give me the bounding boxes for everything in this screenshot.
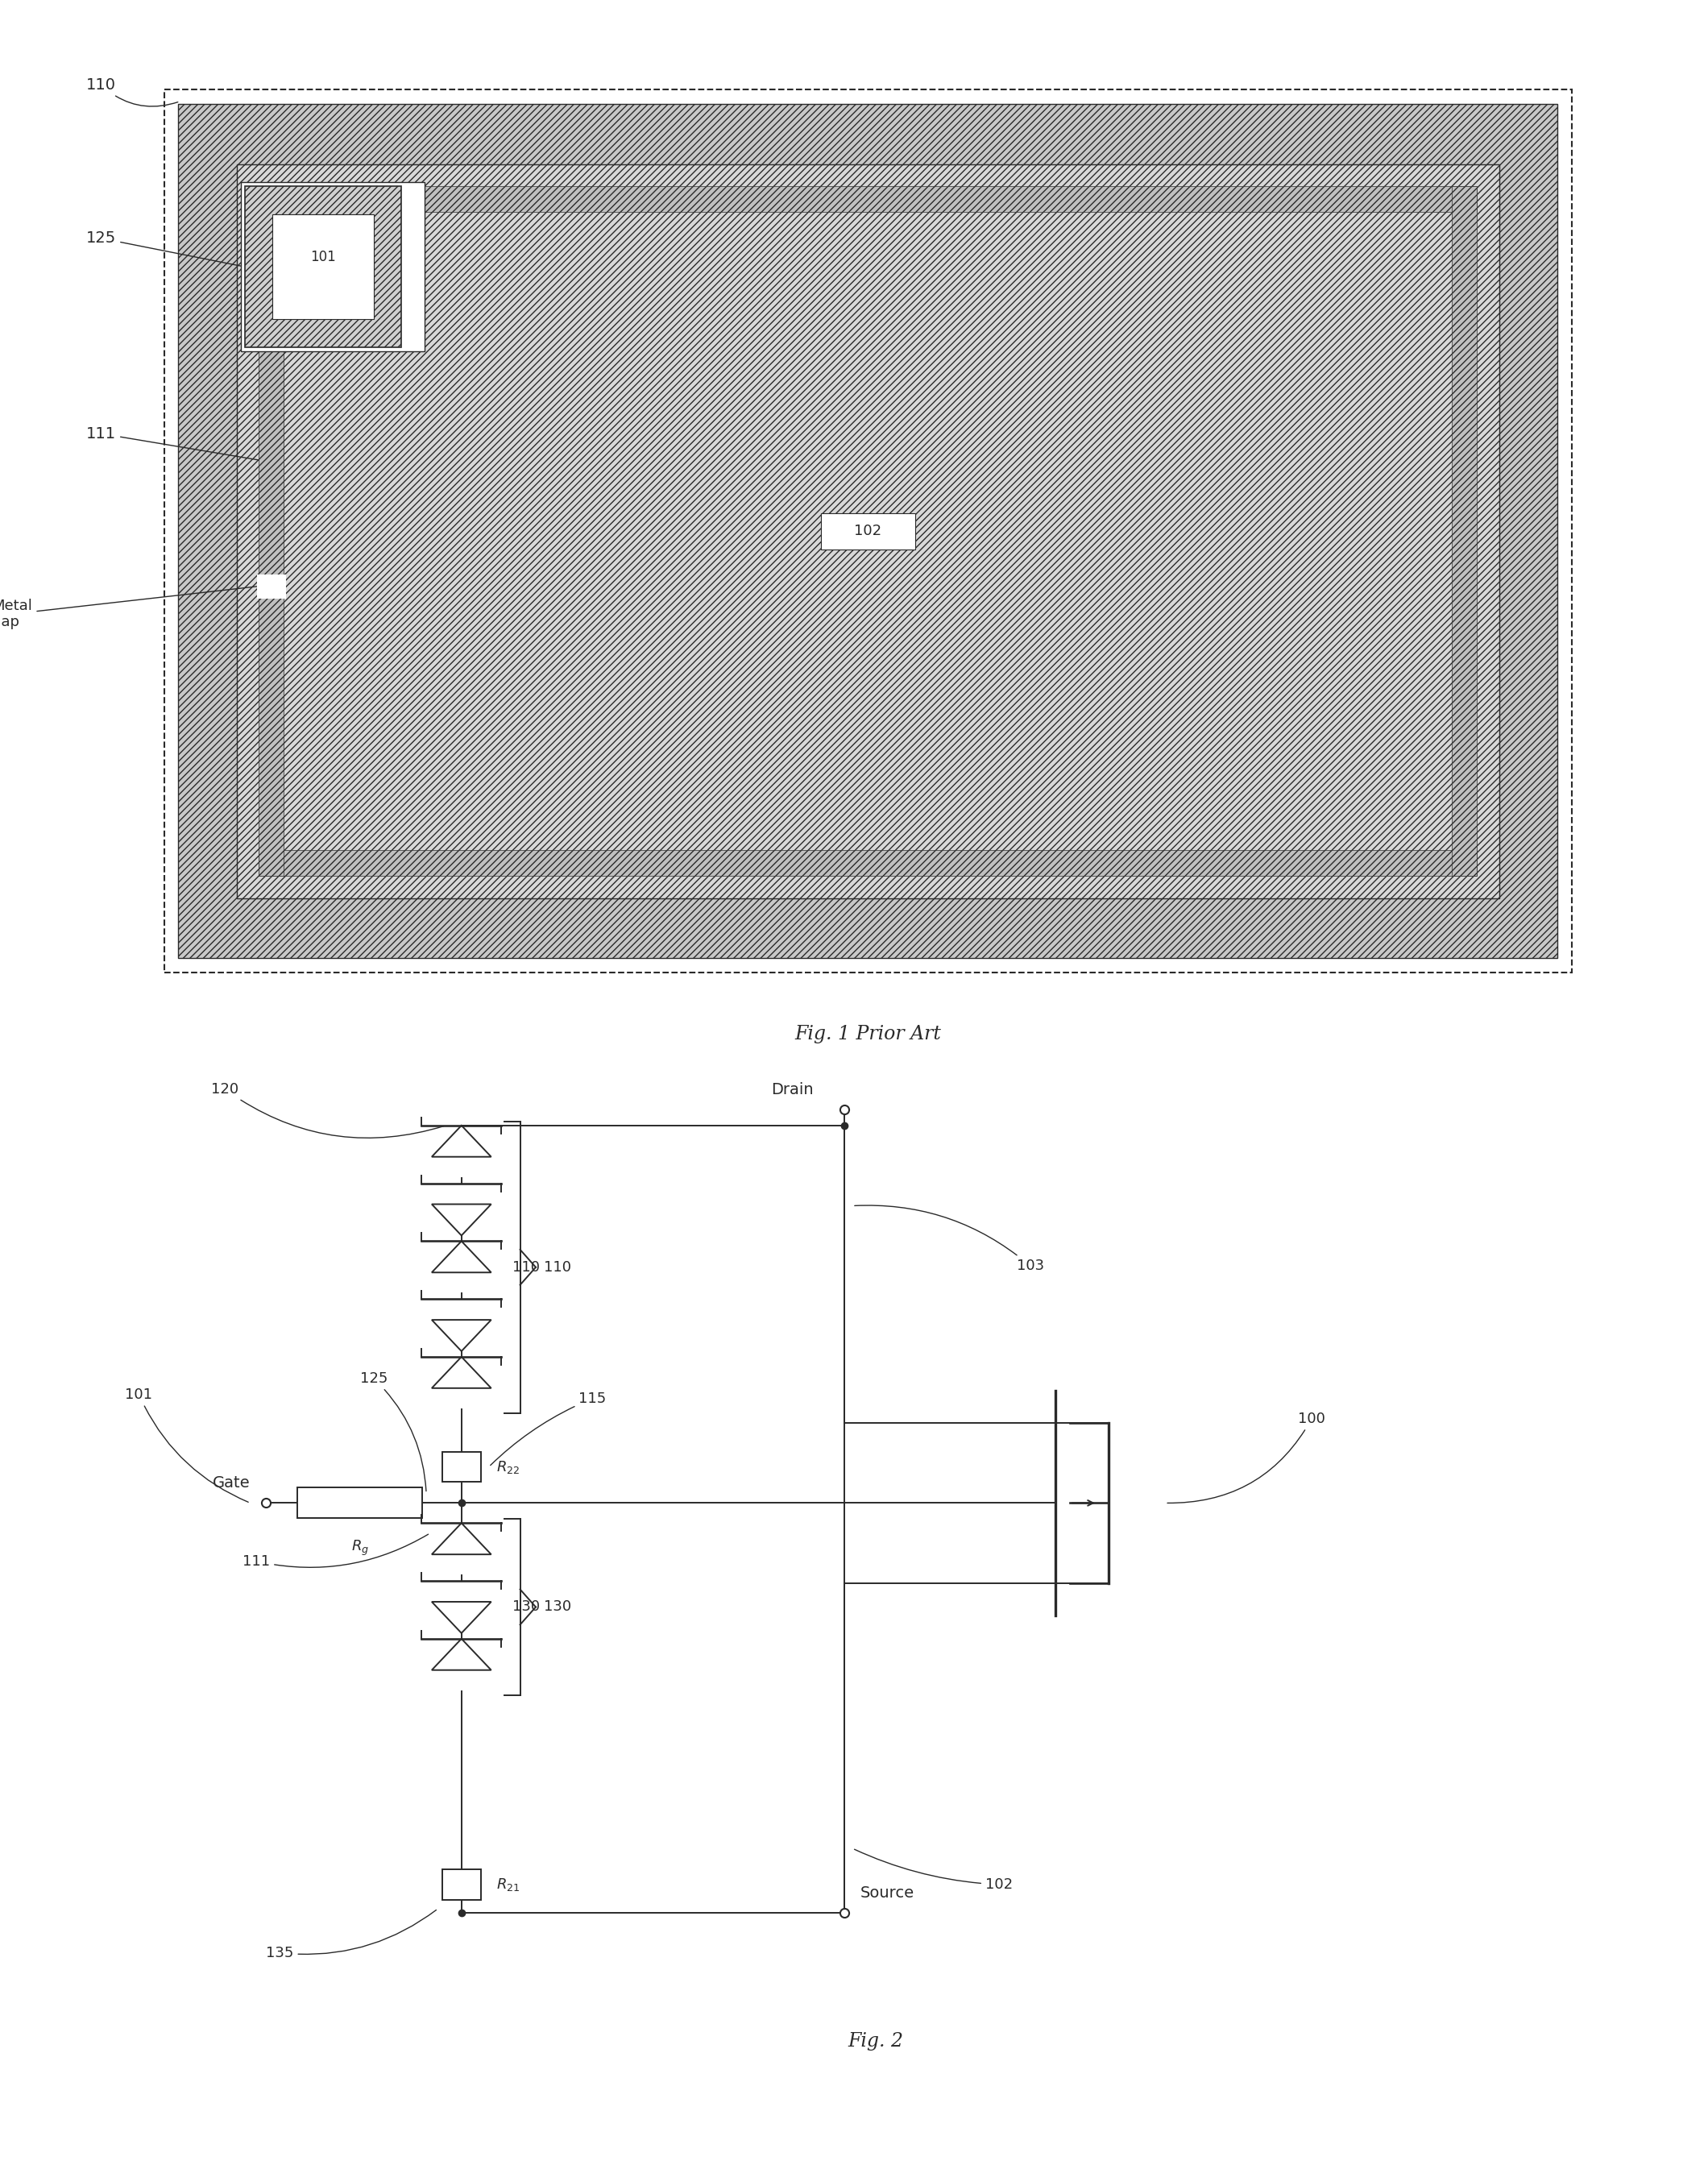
Polygon shape xyxy=(432,1321,492,1351)
Text: 111: 111 xyxy=(85,427,270,461)
Text: 130: 130 xyxy=(543,1600,570,1615)
Text: 135: 135 xyxy=(266,1910,436,1959)
Polygon shape xyxy=(432,1522,492,1554)
Text: 103: 103 xyxy=(854,1206,1044,1273)
Text: $R_{21}$: $R_{21}$ xyxy=(497,1877,521,1892)
Text: Fig. 1 Prior Art: Fig. 1 Prior Art xyxy=(794,1024,941,1044)
Polygon shape xyxy=(432,1639,492,1669)
Polygon shape xyxy=(432,1602,492,1632)
Text: Metal
gap: Metal gap xyxy=(0,587,256,630)
Text: 130: 130 xyxy=(512,1600,540,1615)
Polygon shape xyxy=(432,1204,492,1236)
Bar xyxy=(244,186,401,346)
Text: 125: 125 xyxy=(85,232,243,266)
Text: 110: 110 xyxy=(543,1260,570,1275)
Text: 115: 115 xyxy=(490,1392,606,1466)
Text: $R_{22}$: $R_{22}$ xyxy=(497,1459,521,1474)
Text: Gate: Gate xyxy=(214,1477,251,1492)
Text: 120: 120 xyxy=(212,1082,444,1139)
Bar xyxy=(442,1451,482,1483)
Text: 100: 100 xyxy=(1167,1412,1325,1503)
Bar xyxy=(1452,186,1477,875)
Text: 110: 110 xyxy=(85,78,178,106)
Bar xyxy=(442,1868,482,1901)
Bar xyxy=(260,186,1477,212)
Bar xyxy=(260,851,1477,875)
Bar xyxy=(822,513,915,550)
Polygon shape xyxy=(432,1126,492,1156)
Text: 101: 101 xyxy=(311,249,336,264)
Text: Source: Source xyxy=(861,1886,914,1901)
Bar xyxy=(260,186,284,875)
Bar xyxy=(241,182,425,351)
Bar xyxy=(178,104,1558,959)
Bar xyxy=(237,165,1500,898)
Bar xyxy=(258,574,287,598)
Bar xyxy=(297,1487,422,1518)
Text: Drain: Drain xyxy=(770,1082,813,1098)
Text: 102: 102 xyxy=(854,1849,1013,1892)
Bar xyxy=(164,89,1571,972)
Text: 125: 125 xyxy=(360,1370,427,1492)
Text: 101: 101 xyxy=(125,1388,248,1503)
Text: Fig. 2: Fig. 2 xyxy=(849,2033,904,2050)
Polygon shape xyxy=(432,1241,492,1273)
Text: 102: 102 xyxy=(854,524,881,539)
Text: 110: 110 xyxy=(512,1260,540,1275)
Text: $R_g$: $R_g$ xyxy=(350,1539,369,1559)
Bar xyxy=(272,214,374,318)
Polygon shape xyxy=(432,1357,492,1388)
Text: 111: 111 xyxy=(243,1535,429,1567)
